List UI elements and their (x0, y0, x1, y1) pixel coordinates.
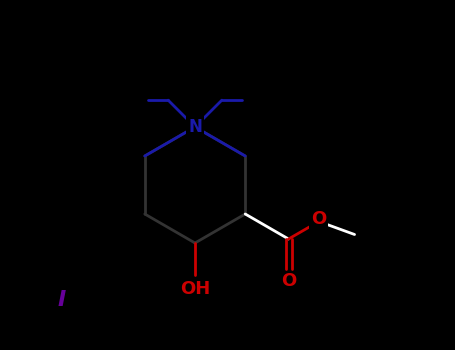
Text: O: O (311, 210, 327, 229)
Text: N: N (188, 118, 202, 136)
Text: OH: OH (180, 280, 210, 298)
Text: O: O (281, 272, 296, 290)
Text: I: I (58, 290, 66, 310)
